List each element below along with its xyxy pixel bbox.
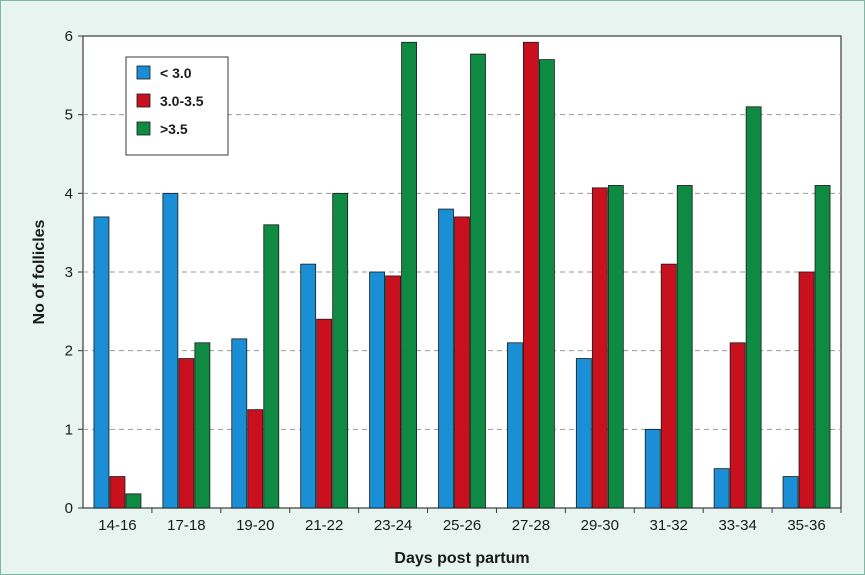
- bar: [93, 216, 110, 509]
- bar: [125, 493, 142, 509]
- bar: [575, 358, 592, 509]
- bar: [385, 275, 401, 509]
- bar: [729, 342, 746, 509]
- y-axis-ticks: 0 1 2 3 4 5 6: [65, 28, 83, 517]
- x-tick-label: 17-18: [167, 517, 205, 534]
- bar: [316, 318, 333, 509]
- legend: < 3.0 3.0-3.5 >3.5: [125, 56, 229, 156]
- legend-swatch: [136, 93, 151, 108]
- y-tick-label: 4: [65, 185, 73, 202]
- legend-swatch: [136, 65, 151, 80]
- bar: [438, 208, 454, 509]
- bar: [814, 185, 831, 509]
- bar: [369, 271, 385, 509]
- bar: [523, 41, 539, 509]
- bar: [332, 192, 349, 509]
- legend-label: 3.0-3.5: [160, 93, 204, 109]
- bars: [93, 41, 831, 509]
- bar: [247, 409, 264, 509]
- y-tick-label: 2: [65, 343, 73, 360]
- legend-label: >3.5: [160, 121, 188, 137]
- bar: [162, 192, 179, 509]
- bar: [539, 59, 555, 509]
- bar: [470, 53, 486, 509]
- bar: [660, 263, 677, 509]
- bar: [454, 216, 470, 509]
- x-tick-label: 21-22: [305, 517, 343, 534]
- x-tick-label: 14-16: [98, 517, 136, 534]
- y-tick-label: 0: [65, 500, 73, 517]
- bar: [300, 263, 317, 509]
- bar: [644, 428, 661, 509]
- y-tick-label: 5: [65, 107, 73, 124]
- y-axis-title: No of follicles: [31, 219, 48, 324]
- y-tick-label: 3: [65, 264, 73, 281]
- bar: [263, 224, 280, 509]
- bar: [713, 468, 730, 509]
- x-tick-label: 19-20: [236, 517, 274, 534]
- y-tick-label: 6: [65, 28, 73, 45]
- y-tick-label: 1: [65, 421, 73, 438]
- legend-label: < 3.0: [160, 65, 192, 81]
- x-axis-title: Days post partum: [394, 550, 529, 567]
- bar: [109, 476, 126, 509]
- x-tick-label: 31-32: [650, 517, 688, 534]
- x-tick-label: 25-26: [443, 517, 481, 534]
- legend-swatch: [136, 121, 151, 136]
- bar: [607, 185, 624, 509]
- x-tick-label: 35-36: [787, 517, 825, 534]
- bar: [798, 271, 815, 509]
- x-axis-ticks: 14-16 17-18 19-20 21-22 23-24 25-26 27-28 29-30…: [98, 508, 842, 534]
- bar: [401, 41, 417, 509]
- bar: [676, 185, 693, 509]
- x-tick-label: 33-34: [718, 517, 756, 534]
- bar: [231, 338, 248, 509]
- x-tick-label: 23-24: [374, 517, 412, 534]
- x-tick-label: 27-28: [512, 517, 550, 534]
- bar: [507, 342, 523, 509]
- bar: [745, 106, 762, 509]
- bar: [178, 358, 195, 509]
- bar: [591, 187, 608, 509]
- x-tick-label: 29-30: [581, 517, 619, 534]
- bar: [782, 476, 799, 509]
- bar: [194, 342, 211, 509]
